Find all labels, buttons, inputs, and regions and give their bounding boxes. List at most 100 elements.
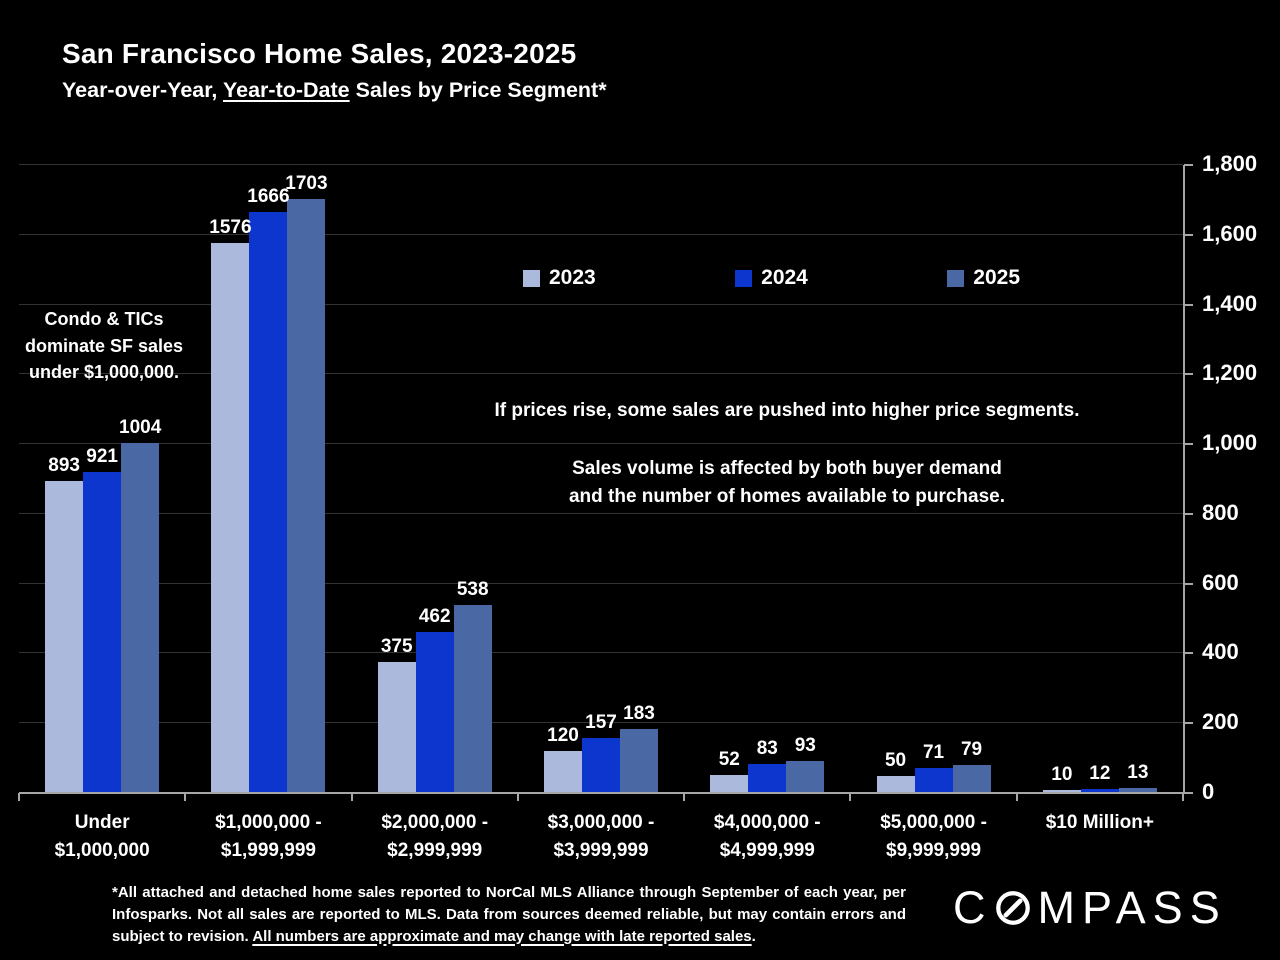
bar (582, 738, 620, 793)
bar (211, 243, 250, 793)
y-axis-line (1183, 165, 1185, 794)
x-axis-tick (350, 793, 353, 801)
bar-value-label: 183 (623, 703, 655, 725)
legend-label: 2024 (761, 266, 808, 289)
legend-swatch (947, 269, 965, 287)
bar (786, 760, 825, 793)
annotation-prices-rise: If prices rise, some sales are pushed in… (494, 400, 1080, 421)
bar-value-label: 12 (1089, 762, 1111, 784)
legend-item-2025: 2025 (947, 266, 1020, 290)
bar-value-label: 93 (794, 734, 816, 756)
y-axis-tick (1184, 792, 1193, 794)
x-axis-tick (849, 793, 852, 801)
bar (1118, 788, 1157, 793)
y-tick-label: 0 (1202, 779, 1215, 804)
bar (415, 631, 454, 793)
y-axis-tick (1184, 303, 1193, 306)
gridline (19, 164, 1183, 165)
bar-value-label: 10 (1051, 763, 1073, 785)
bar (876, 775, 915, 793)
y-axis-tick (1184, 233, 1193, 236)
y-axis-tick (1184, 164, 1193, 166)
y-tick-label: 1,000 (1202, 430, 1258, 456)
gridline (19, 582, 1183, 584)
plot-area: 0 200 400 600 800 1,000 1,200 1,400 1,600 1,800 89… (18, 151, 1257, 861)
bar-value-label: 13 (1127, 762, 1149, 784)
bar (952, 765, 991, 793)
footnote-text-suffix: . (751, 927, 756, 945)
x-category-label: $1,000,000 - $1,999,999 (215, 812, 322, 861)
annotation-sales-volume: Sales volume is affected by both buyer d… (568, 458, 1006, 507)
x-axis-tick (516, 793, 519, 801)
bar-value-label: 1576 (209, 217, 252, 239)
bar-value-label: 52 (718, 748, 740, 770)
subtitle-text-prefix: Year-over-Year, (62, 78, 223, 102)
bar (544, 751, 582, 793)
x-axis-tick (1182, 793, 1184, 801)
bar (287, 198, 326, 793)
x-category-label: $5,000,000 - $9,999,999 (880, 812, 987, 861)
page-subtitle: Year-over-Year, Year-to-Date Sales by Pr… (62, 78, 607, 103)
x-category-label: Under $1,000,000 (54, 812, 150, 861)
gridline (19, 722, 1183, 724)
bar-value-label: 375 (380, 636, 413, 658)
bar (620, 729, 658, 793)
legend-item-2023: 2023 (523, 266, 596, 290)
bar-value-label: 1703 (285, 172, 328, 194)
bar-value-label: 79 (960, 739, 983, 761)
footnote-text-prefix: *All attached and detached home sales re… (112, 884, 906, 945)
bar-value-label: 538 (456, 579, 489, 601)
gridline (19, 233, 1183, 235)
gridline (19, 303, 1183, 305)
x-axis-line (19, 792, 1183, 794)
y-tick-label: 200 (1202, 709, 1239, 735)
y-axis-tick (1184, 652, 1193, 655)
y-axis-tick (1184, 722, 1193, 725)
y-tick-label: 600 (1202, 569, 1239, 595)
x-axis-tick (184, 793, 187, 801)
gridline (19, 443, 1183, 445)
y-tick-label: 400 (1202, 639, 1239, 665)
compass-logo: C MPASS (953, 881, 1227, 933)
gridline (19, 512, 1183, 514)
bar-value-label: 50 (884, 749, 907, 771)
y-tick-label: 1,200 (1202, 360, 1258, 386)
y-axis-tick (1184, 373, 1193, 376)
legend-label: 2023 (549, 266, 596, 289)
bar (710, 774, 749, 793)
bar (83, 471, 122, 793)
y-tick-label: 1,600 (1202, 220, 1258, 246)
compass-logo-text-post: MPASS (1037, 881, 1227, 933)
bar (453, 605, 492, 793)
x-category-label: $2,000,000 - $2,999,999 (381, 812, 489, 861)
bar (377, 662, 416, 793)
bar-value-label: 120 (547, 725, 579, 747)
y-tick-label: 1,800 (1202, 151, 1258, 176)
legend-swatch (735, 269, 753, 287)
footnote: *All attached and detached home sales re… (112, 882, 906, 947)
bar-value-label: 83 (756, 738, 778, 760)
subtitle-text-suffix: Sales by Price Segment* (349, 78, 607, 102)
bar (748, 764, 787, 793)
y-axis-tick (1184, 582, 1193, 585)
legend-item-2024: 2024 (735, 266, 808, 290)
y-tick-label: 1,400 (1202, 290, 1258, 316)
legend-swatch (523, 269, 540, 287)
page-title: San Francisco Home Sales, 2023-2025 (62, 38, 577, 69)
bar-value-label: 157 (585, 712, 617, 734)
x-axis-tick (683, 793, 686, 801)
x-category-label: $10 Million+ (1045, 812, 1154, 833)
x-axis-tick (1015, 793, 1018, 801)
bar (914, 768, 953, 793)
bar-value-label: 921 (86, 445, 118, 467)
y-axis-tick (1184, 443, 1193, 446)
x-category-label: $3,000,000 - $3,999,999 (547, 812, 655, 861)
y-axis-tick (1184, 512, 1193, 515)
x-category-label: $4,000,000 - $4,999,999 (713, 812, 821, 861)
compass-o-icon (995, 891, 1030, 925)
gridline (19, 373, 1183, 375)
bar-value-label: 893 (48, 455, 80, 477)
bar-value-label: 1004 (119, 416, 162, 438)
bar-value-label: 462 (418, 605, 451, 627)
